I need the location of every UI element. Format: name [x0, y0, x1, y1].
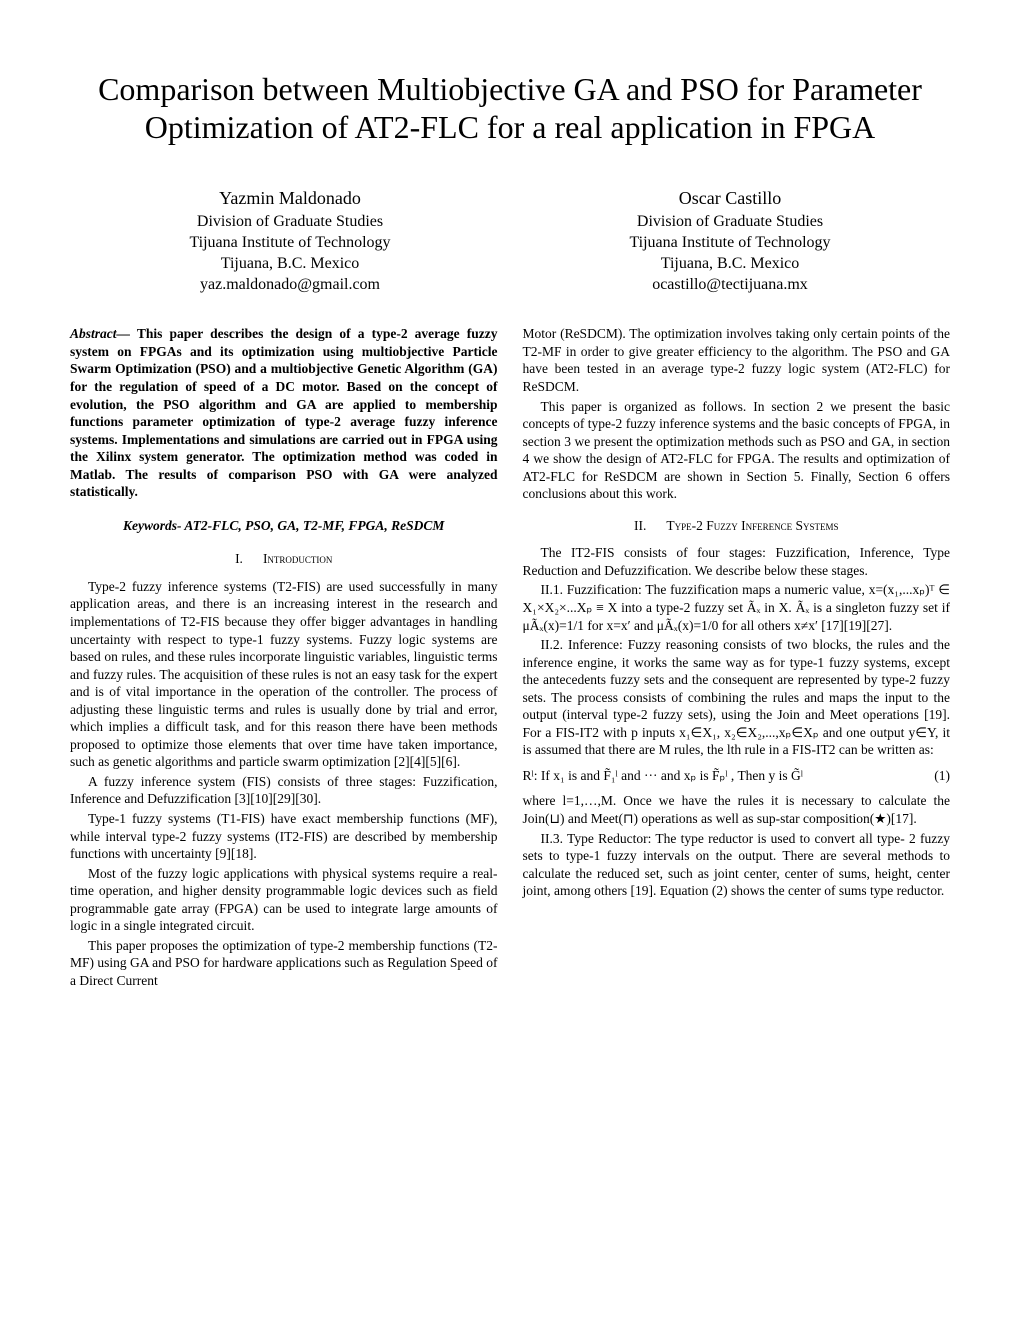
equation-1-row: Rˡ: If x₁ is and F̃₁ˡ and ··· and xₚ is … — [523, 767, 951, 785]
section-2-title: Type-2 Fuzzy Inference Systems — [666, 518, 838, 533]
two-column-layout: Abstract— This paper describes the desig… — [70, 325, 950, 991]
left-p3: Type-1 fuzzy systems (T1-FIS) have exact… — [70, 810, 498, 863]
section-2-num: II. — [634, 518, 646, 533]
paper-title: Comparison between Multiobjective GA and… — [70, 70, 950, 147]
authors-container: Yazmin Maldonado Division of Graduate St… — [70, 187, 950, 296]
author-1-dept: Division of Graduate Studies — [189, 212, 390, 233]
left-p5: This paper proposes the optimization of … — [70, 937, 498, 990]
right-p1: Motor (ReSDCM). The optimization involve… — [523, 325, 951, 395]
author-2-name: Oscar Castillo — [629, 187, 830, 210]
author-1-inst: Tijuana Institute of Technology — [189, 233, 390, 254]
right-column: Motor (ReSDCM). The optimization involve… — [523, 325, 951, 991]
equation-1: Rˡ: If x₁ is and F̃₁ˡ and ··· and xₚ is … — [523, 767, 804, 785]
right-p2: This paper is organized as follows. In s… — [523, 398, 951, 503]
author-2-loc: Tijuana, B.C. Mexico — [629, 254, 830, 275]
author-2-dept: Division of Graduate Studies — [629, 212, 830, 233]
abstract-text: This paper describes the design of a typ… — [70, 326, 498, 499]
section-1-header: I. Introduction — [70, 550, 498, 568]
author-1-email: yaz.maldonado@gmail.com — [189, 275, 390, 296]
keywords: Keywords- AT2-FLC, PSO, GA, T2-MF, FPGA,… — [70, 517, 498, 535]
section-1-num: I. — [235, 551, 243, 566]
author-1-loc: Tijuana, B.C. Mexico — [189, 254, 390, 275]
author-1-name: Yazmin Maldonado — [189, 187, 390, 210]
right-p7: II.3. Type Reductor: The type reductor i… — [523, 830, 951, 900]
left-p4: Most of the fuzzy logic applications wit… — [70, 865, 498, 935]
right-p5: II.2. Inference: Fuzzy reasoning consist… — [523, 636, 951, 759]
right-p6: where l=1,…,M. Once we have the rules it… — [523, 792, 951, 827]
left-p1: Type-2 fuzzy inference systems (T2-FIS) … — [70, 578, 498, 771]
right-p3: The IT2-FIS consists of four stages: Fuz… — [523, 544, 951, 579]
section-1-title: Introduction — [263, 551, 333, 566]
author-1: Yazmin Maldonado Division of Graduate St… — [189, 187, 390, 296]
author-2-email: ocastillo@tectijuana.mx — [629, 275, 830, 296]
right-p4: II.1. Fuzzification: The fuzzification m… — [523, 581, 951, 634]
abstract-block: Abstract— This paper describes the desig… — [70, 325, 498, 500]
section-2-header: II. Type-2 Fuzzy Inference Systems — [523, 517, 951, 535]
abstract-label: Abstract— — [70, 326, 130, 341]
author-2-inst: Tijuana Institute of Technology — [629, 233, 830, 254]
author-2: Oscar Castillo Division of Graduate Stud… — [629, 187, 830, 296]
left-column: Abstract— This paper describes the desig… — [70, 325, 498, 991]
equation-1-num: (1) — [914, 767, 950, 785]
left-p2: A fuzzy inference system (FIS) consists … — [70, 773, 498, 808]
